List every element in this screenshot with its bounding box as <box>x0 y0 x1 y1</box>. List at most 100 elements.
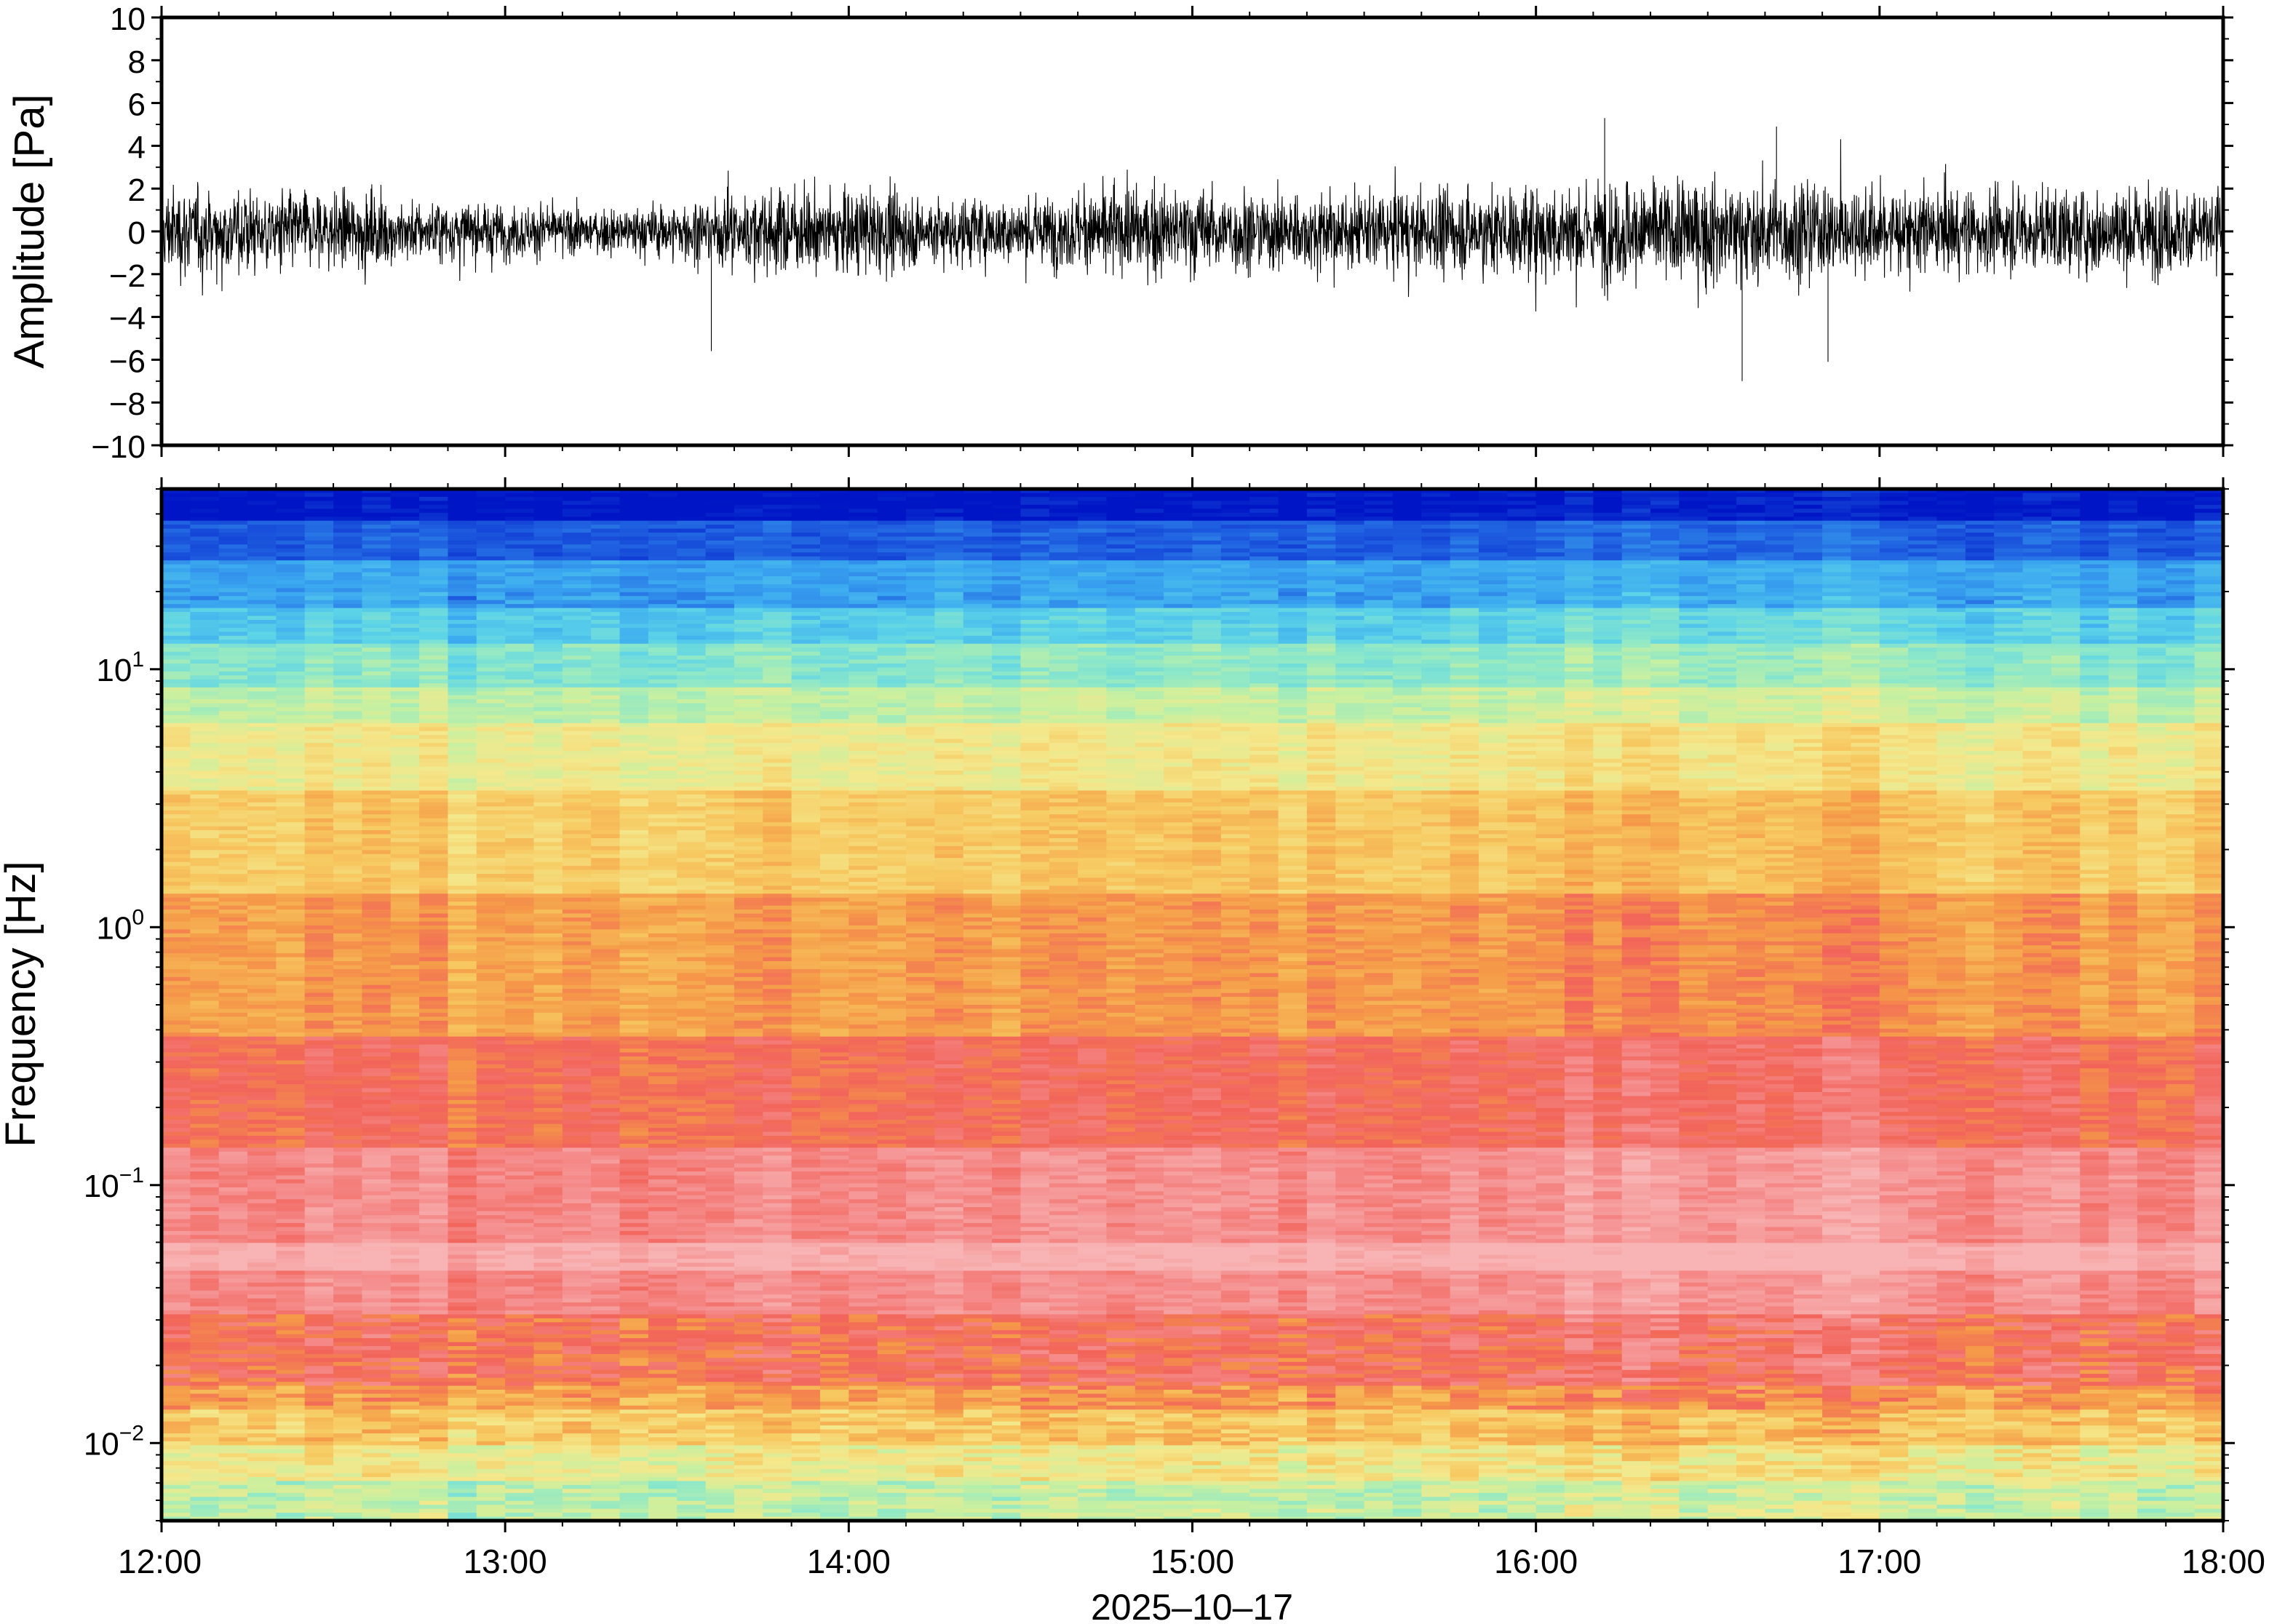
spectrogram-cell <box>190 727 220 732</box>
spectrogram-cell <box>333 949 363 954</box>
spectrogram-cell <box>562 1461 592 1466</box>
spectrogram-cell <box>390 1417 420 1422</box>
spectrogram-cell <box>533 866 563 871</box>
spectrogram-cell <box>419 893 449 899</box>
spectrogram-cell <box>505 691 535 696</box>
spectrogram-cell <box>362 624 392 629</box>
spectrogram-cell <box>448 997 477 1002</box>
spectrogram-cell <box>390 806 420 811</box>
spectrogram-cell <box>476 496 506 501</box>
spectrogram-cell <box>648 659 677 664</box>
spectrogram-cell <box>505 861 535 867</box>
spectrogram-cell <box>304 750 334 755</box>
spectrogram-cell <box>562 588 592 593</box>
spectrogram-cell <box>247 703 277 708</box>
spectrogram-cell <box>190 743 220 748</box>
spectrogram-cell <box>505 893 535 899</box>
spectrogram-cell <box>190 1409 220 1414</box>
spectrogram-cell <box>247 937 277 942</box>
spectrogram-cell <box>276 504 306 509</box>
spectrogram-cell <box>448 1266 477 1271</box>
spectrogram-cell <box>162 885 191 891</box>
spectrogram-cell <box>419 1358 449 1363</box>
spectrogram-cell <box>218 1338 248 1343</box>
spectrogram-cell <box>333 695 363 700</box>
spectrogram-cell <box>390 608 420 613</box>
spectrogram-cell <box>562 1326 592 1331</box>
spectrogram-cell <box>448 719 477 724</box>
spectrogram-cell <box>304 842 334 847</box>
spectrogram-cell <box>333 1393 363 1398</box>
spectrogram-cell <box>505 1484 535 1489</box>
spectrogram-cell <box>562 643 592 648</box>
spectrogram-cell <box>333 1008 363 1014</box>
spectrogram-cell <box>390 619 420 625</box>
spectrogram-cell <box>562 861 592 867</box>
spectrogram-cell <box>591 671 621 676</box>
spectrogram-cell <box>333 1342 363 1347</box>
spectrogram-cell <box>677 715 707 720</box>
spectrogram-cell <box>448 774 477 779</box>
spectrogram-cell <box>562 1088 592 1093</box>
spectrogram-cell <box>419 1243 449 1248</box>
spectrogram-cell <box>648 1044 677 1049</box>
spectrogram-cell <box>276 909 306 915</box>
spectrogram-cell <box>333 1481 363 1486</box>
spectrogram-cell <box>562 1425 592 1430</box>
spectrogram-cell <box>505 1028 535 1033</box>
spectrogram-cell <box>505 1350 535 1355</box>
spectrogram-cell <box>304 1052 334 1057</box>
spectrogram-cell <box>533 782 563 787</box>
spectrogram-cell <box>304 945 334 950</box>
spectrogram-cell <box>218 802 248 807</box>
spectrogram-cell <box>162 810 191 815</box>
spectrogram-cell <box>619 893 649 899</box>
spectrogram-cell <box>304 1500 334 1505</box>
spectrogram-cell <box>390 1358 420 1363</box>
spectrogram-cell <box>190 1215 220 1220</box>
spectrogram-cell <box>533 909 563 915</box>
spectrogram-cell <box>619 1465 649 1470</box>
spectrogram-cell <box>562 548 592 553</box>
spectrogram-cell <box>390 976 420 982</box>
spectrogram-cell <box>476 504 506 509</box>
spectrogram-cell <box>304 651 334 656</box>
spectrogram-cell <box>162 687 191 692</box>
spectrogram-cell <box>276 1457 306 1462</box>
spectrogram-cell <box>619 1135 649 1141</box>
spectrogram-cell <box>677 850 707 855</box>
spectrogram-cell <box>476 981 506 986</box>
spectrogram-cell <box>533 1385 563 1390</box>
spectrogram-cell <box>162 1215 191 1220</box>
spectrogram-cell <box>448 1080 477 1085</box>
spectrogram-cell <box>562 572 592 577</box>
spectrogram-cell <box>419 798 449 803</box>
spectrogram-cell <box>448 1401 477 1406</box>
spectrogram-cell <box>276 548 306 553</box>
spectrogram-cell <box>591 1441 621 1446</box>
spectrogram-cell <box>276 1183 306 1188</box>
spectrogram-cell <box>476 624 506 629</box>
spectrogram-cell <box>362 592 392 597</box>
spectrogram-cell <box>276 814 306 819</box>
spectrogram-cell <box>162 1358 191 1363</box>
spectrogram-cell <box>619 1080 649 1085</box>
spectrogram-cell <box>476 913 506 918</box>
spectrogram-cell <box>533 973 563 978</box>
spectrogram-cell <box>619 1374 649 1379</box>
spectrogram-cell <box>362 576 392 581</box>
spectrogram-cell <box>419 747 449 752</box>
spectrogram-cell <box>533 758 563 763</box>
spectrogram-cell <box>562 1286 592 1291</box>
spectrogram-cell <box>505 933 535 938</box>
spectrogram-cell <box>419 640 449 645</box>
spectrogram-cell <box>390 739 420 744</box>
spectrogram-cell <box>247 1500 277 1505</box>
spectrogram-cell <box>419 858 449 863</box>
spectrogram-cell <box>362 489 392 494</box>
spectrogram-cell <box>333 1369 363 1374</box>
spectrogram-cell <box>333 1143 363 1148</box>
spectrogram-cell <box>276 1477 306 1482</box>
spectrogram-cell <box>448 627 477 632</box>
spectrogram-cell <box>619 1040 649 1046</box>
